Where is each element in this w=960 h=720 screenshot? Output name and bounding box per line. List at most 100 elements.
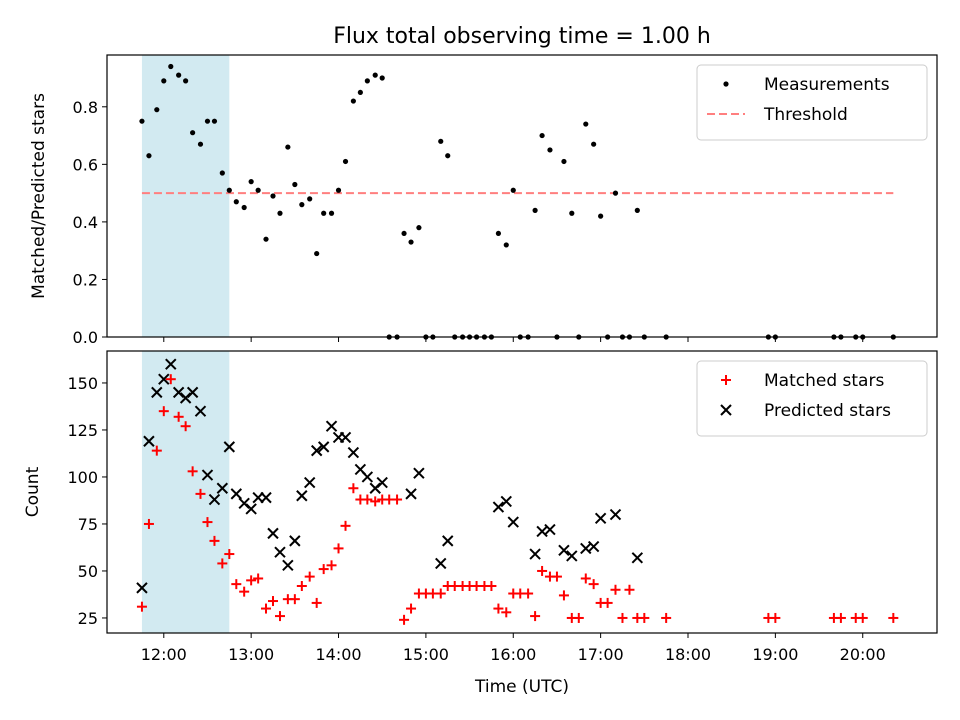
data-point xyxy=(413,467,425,479)
data-point xyxy=(314,250,320,257)
data-point xyxy=(296,490,308,502)
data-point-stroke xyxy=(289,535,301,547)
data-point xyxy=(624,584,635,595)
data-point xyxy=(361,471,374,483)
data-point xyxy=(208,493,221,506)
data-point-stroke xyxy=(158,373,170,385)
data-point xyxy=(204,118,211,124)
x-tick-label: 14:00 xyxy=(315,645,361,664)
y-tick-label: 0.4 xyxy=(73,213,98,232)
data-point xyxy=(392,494,403,505)
data-point xyxy=(609,508,622,521)
data-point xyxy=(263,236,269,242)
x-tick-label: 17:00 xyxy=(578,645,624,664)
data-point-stroke xyxy=(492,501,505,513)
bottom-axes: 25 50 75 100 125 150 12:00 13:00 14:00 15:00 16:00… xyxy=(23,350,938,697)
data-point-stroke xyxy=(194,405,207,417)
data-point xyxy=(136,582,148,594)
data-point xyxy=(561,158,567,165)
data-point xyxy=(231,579,242,590)
data-point xyxy=(720,404,732,416)
data-point xyxy=(289,535,301,547)
data-point xyxy=(501,607,512,618)
data-point xyxy=(721,375,731,385)
legend-label: Threshold xyxy=(763,105,848,125)
data-point xyxy=(245,503,257,515)
data-point xyxy=(569,210,575,216)
data-point xyxy=(180,421,191,432)
data-point xyxy=(723,81,729,87)
data-point xyxy=(267,527,279,540)
data-point xyxy=(333,543,344,554)
data-point xyxy=(219,170,225,176)
data-point xyxy=(239,586,250,597)
data-point xyxy=(325,420,338,432)
x-tick-label: 12:00 xyxy=(141,645,187,664)
data-point-stroke xyxy=(230,488,243,500)
data-point-stroke xyxy=(376,476,388,489)
data-point xyxy=(270,193,276,199)
data-point-stroke xyxy=(325,420,338,432)
data-point-stroke xyxy=(361,471,374,483)
data-point xyxy=(539,132,545,139)
observing-window-span xyxy=(141,55,230,337)
data-point xyxy=(342,158,349,165)
data-point-stroke xyxy=(186,386,199,399)
data-point xyxy=(580,573,591,584)
data-point xyxy=(226,187,232,193)
data-point xyxy=(612,190,619,196)
data-point xyxy=(317,441,330,453)
data-point xyxy=(211,118,218,124)
data-point xyxy=(639,612,650,623)
data-point xyxy=(587,540,600,553)
data-point xyxy=(202,517,213,528)
data-point xyxy=(372,72,378,78)
data-point xyxy=(241,204,247,211)
data-point xyxy=(173,411,184,422)
data-point xyxy=(495,230,502,237)
legend: Measurements Threshold xyxy=(696,64,928,141)
data-point xyxy=(416,225,422,231)
data-point xyxy=(602,597,613,608)
data-point-stroke xyxy=(296,490,308,502)
data-point-stroke xyxy=(143,435,155,447)
data-point xyxy=(544,523,556,536)
data-point xyxy=(255,187,261,193)
data-point xyxy=(523,588,534,599)
data-point xyxy=(183,78,189,84)
data-point xyxy=(507,516,519,528)
data-point xyxy=(857,612,868,623)
data-point xyxy=(143,435,155,447)
data-point xyxy=(303,476,316,489)
data-point-stroke xyxy=(566,550,578,562)
data-point-stroke xyxy=(405,488,417,500)
legend: Matched stars Predicted stars xyxy=(696,360,928,437)
data-point xyxy=(357,89,363,96)
data-point xyxy=(631,552,644,564)
x-tick-label: 19:00 xyxy=(752,645,798,664)
data-point-stroke xyxy=(529,548,541,560)
y-tick-label: 150 xyxy=(67,374,98,393)
data-point-stroke xyxy=(536,525,548,538)
data-point xyxy=(438,138,444,144)
data-point xyxy=(583,121,589,127)
data-point xyxy=(376,476,388,489)
data-point xyxy=(445,153,451,159)
axes-frame xyxy=(106,350,938,634)
data-point xyxy=(285,144,291,150)
y-tick-label: 0.0 xyxy=(73,328,98,347)
data-point xyxy=(405,488,417,500)
data-point-stroke xyxy=(172,386,185,399)
data-point xyxy=(224,549,235,560)
data-point xyxy=(573,612,584,623)
series-measurements xyxy=(139,63,896,340)
data-point xyxy=(201,469,214,481)
y-axis-label: Matched/Predicted stars xyxy=(29,93,49,299)
data-point-stroke xyxy=(317,441,330,453)
data-point xyxy=(347,446,360,459)
data-point xyxy=(274,611,285,622)
data-point xyxy=(209,535,220,546)
data-point-stroke xyxy=(558,544,570,556)
axes-frame xyxy=(106,54,938,338)
